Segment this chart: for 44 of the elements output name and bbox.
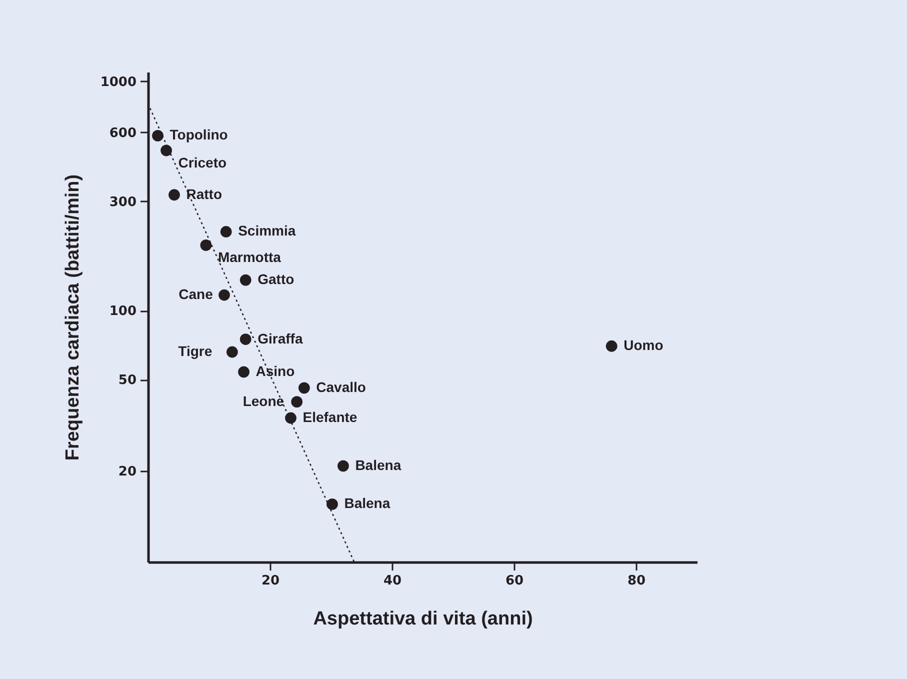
annotation: Giraffa [258, 330, 303, 346]
point [285, 412, 296, 424]
annotation: Marmotta [218, 249, 282, 266]
y-tick-label: 600 [109, 126, 136, 141]
y-tick-label: 100 [109, 304, 136, 320]
point [218, 289, 230, 301]
point [291, 396, 303, 408]
annotation: Ratto [186, 186, 222, 202]
y-tick-label: 20 [118, 464, 136, 480]
x-tick-label: 80 [627, 574, 646, 588]
x-axis-title: Aspettativa di vita (anni) [313, 608, 533, 630]
annotation: Tigre [178, 342, 212, 359]
point [200, 240, 212, 251]
annotation: Balena [344, 495, 390, 512]
point [326, 498, 338, 510]
annotation: Topolino [170, 126, 228, 143]
annotation: Asino [256, 362, 295, 379]
y-tick-label: 300 [109, 194, 136, 210]
point [160, 144, 172, 156]
annotation: Balena [355, 456, 402, 473]
annotation: Elefante [302, 409, 358, 425]
annotation: Uomo [624, 337, 664, 354]
point [152, 130, 164, 142]
point [338, 460, 349, 472]
point [238, 366, 250, 378]
x-tick-label: 40 [383, 574, 402, 588]
point [240, 334, 252, 345]
y-tick-label: 1000 [100, 74, 136, 90]
annotation: Scimmia [238, 222, 296, 239]
annotation: Cavallo [316, 378, 366, 395]
point [298, 382, 310, 394]
x-tick-label: 60 [505, 574, 524, 588]
annotation: Leone [242, 392, 284, 409]
annotation: Gatto [258, 271, 294, 288]
point [606, 340, 618, 352]
y-axis-title: Frequenza cardiaca (battiti/min) [62, 174, 84, 461]
x-tick-label: 20 [261, 574, 280, 588]
annotation: Cane [178, 286, 214, 302]
annotation: Criceto [178, 154, 227, 170]
y-tick-label: 50 [118, 373, 136, 388]
point [226, 346, 238, 358]
point [240, 274, 252, 286]
point [168, 189, 180, 201]
point [220, 226, 232, 238]
